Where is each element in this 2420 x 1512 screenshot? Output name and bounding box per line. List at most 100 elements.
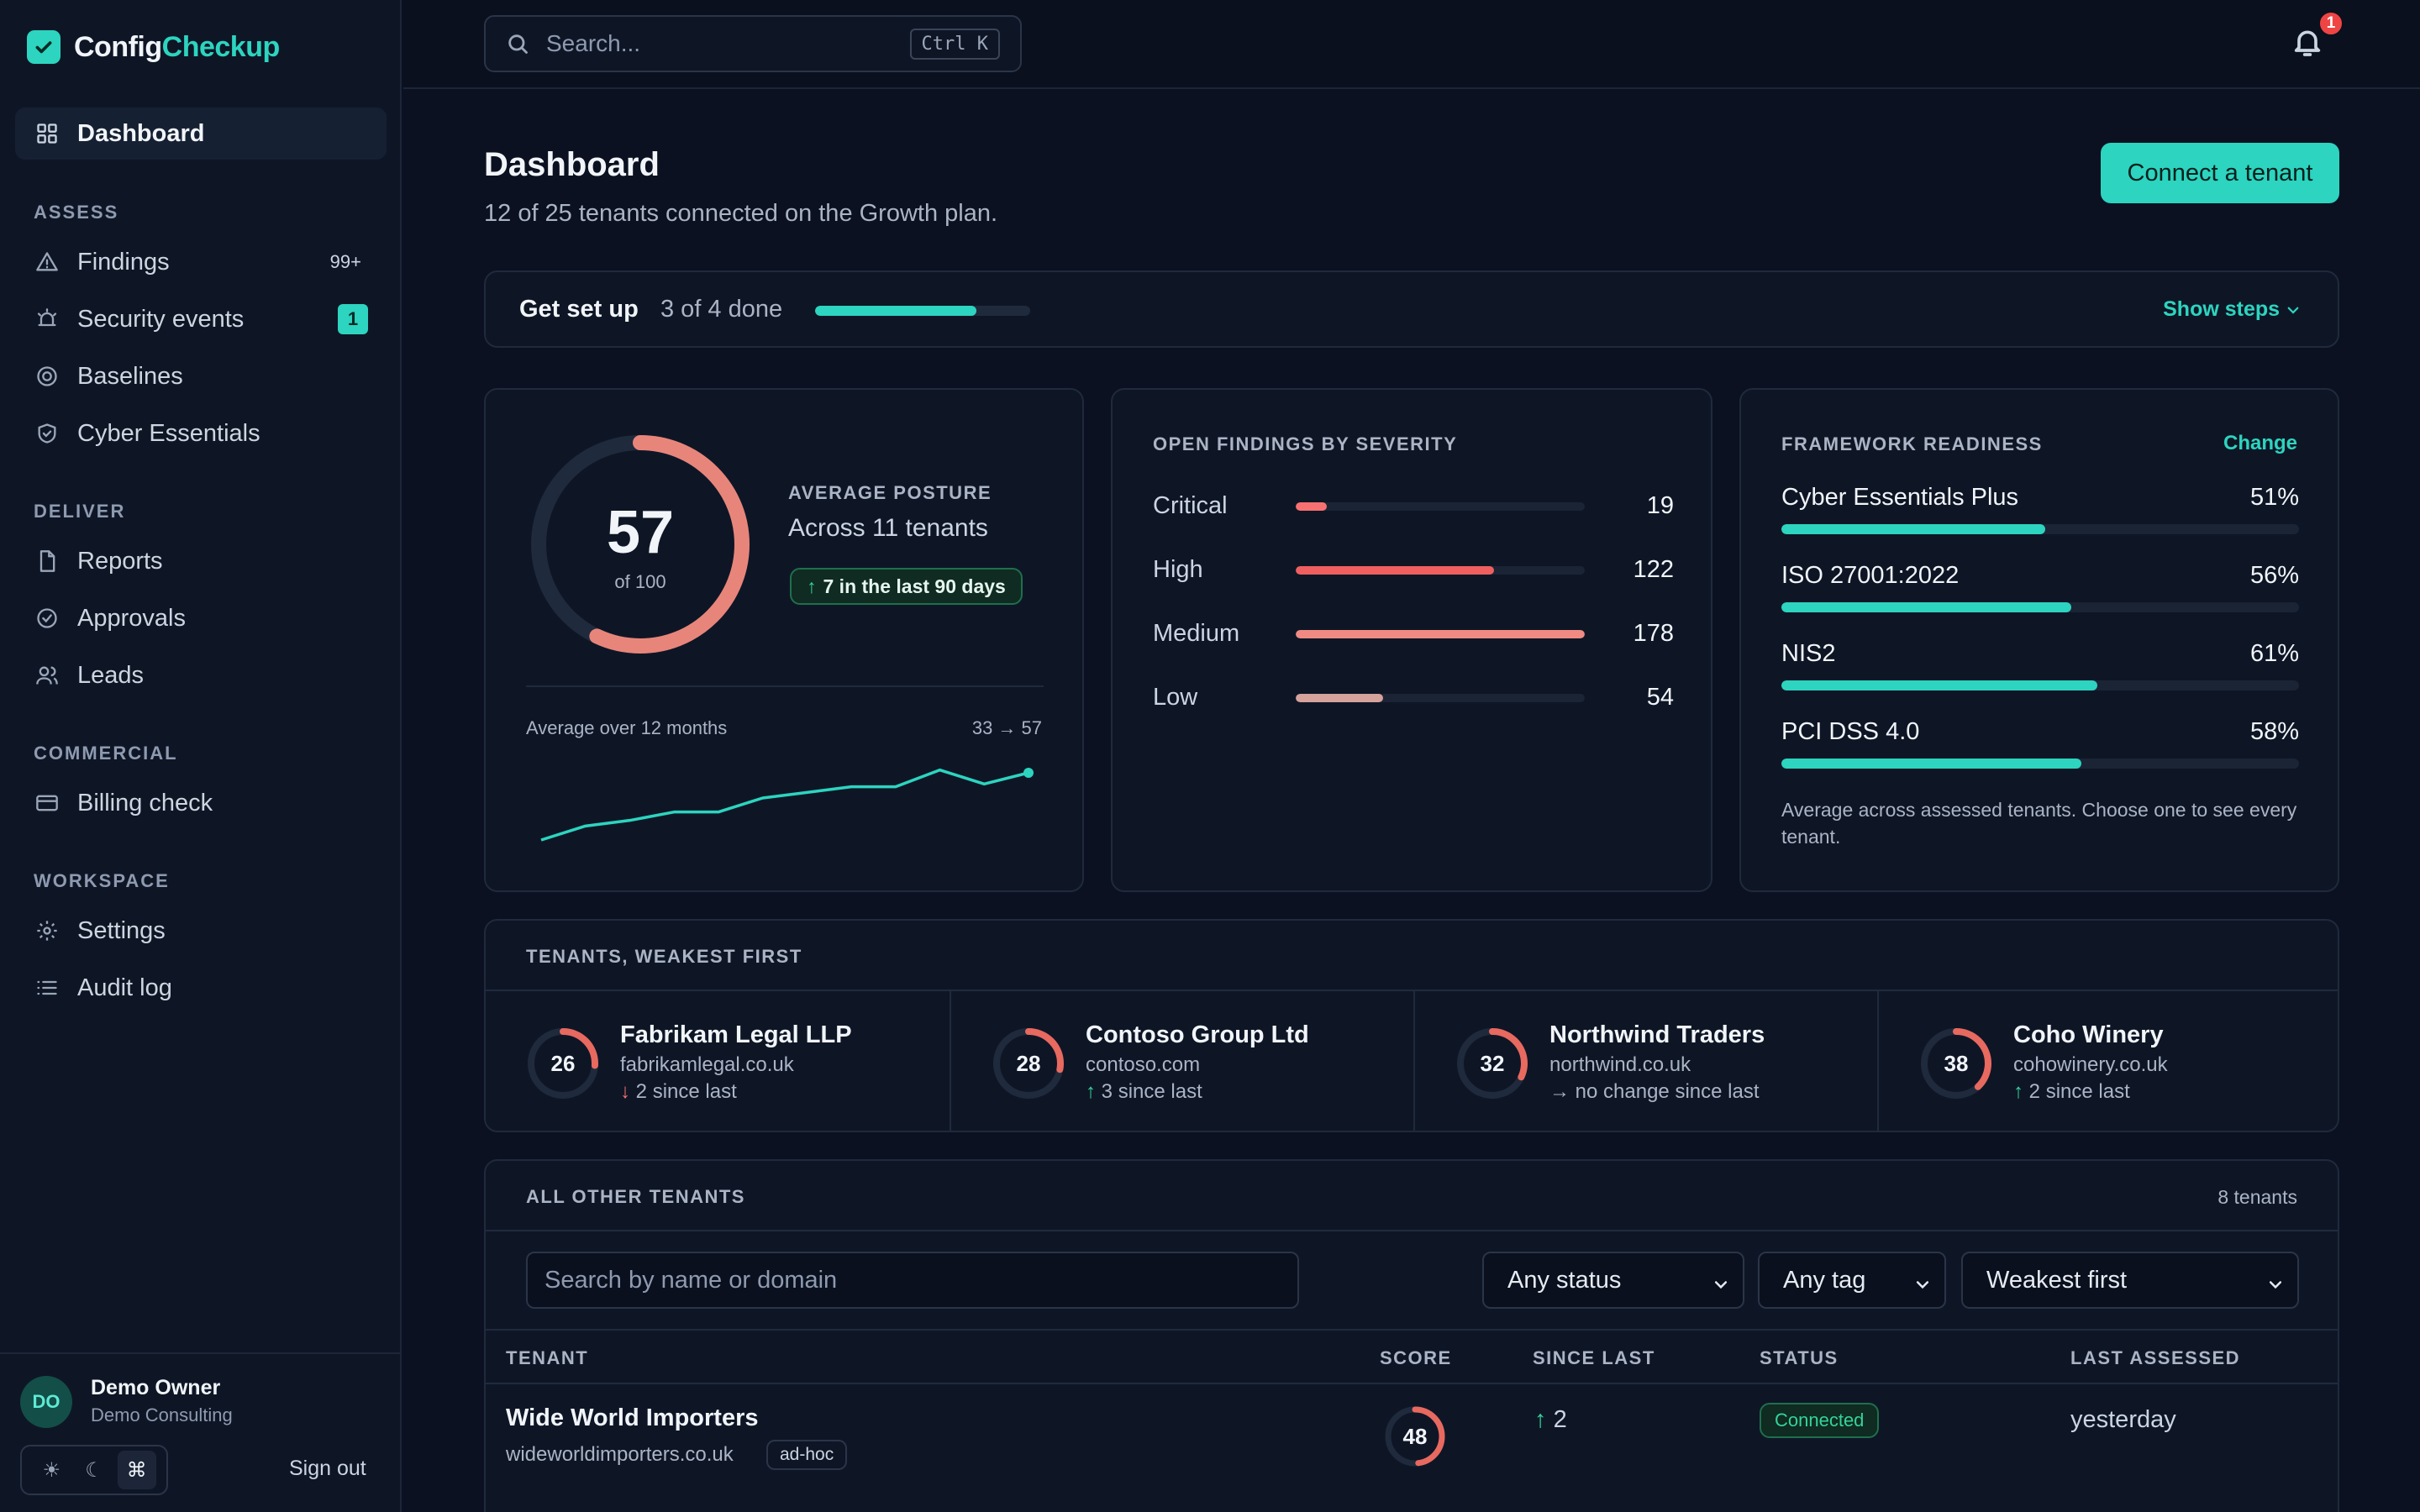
others-title: ALL OTHER TENANTS (526, 1186, 745, 1207)
divider (486, 1383, 2338, 1384)
column-header-last-assessed[interactable]: LAST ASSESSED (2070, 1347, 2241, 1368)
tenant-score: 48 (1403, 1424, 1428, 1449)
page-subtitle: 12 of 25 tenants connected on the Growth… (484, 200, 998, 227)
sidebar-item-label: Billing check (77, 789, 213, 816)
brand-logo[interactable]: ConfigCheckup (27, 30, 280, 64)
moon-icon[interactable]: ☾ (85, 1458, 103, 1482)
tenant-score: 38 (1944, 1051, 1969, 1076)
tenant-name[interactable]: Contoso Group Ltd (1086, 1021, 1309, 1048)
status-filter-value: Any status (1507, 1266, 1622, 1294)
sidebar-item-baselines[interactable]: Baselines (15, 350, 387, 402)
severity-row-low[interactable]: Low 54 (1153, 680, 1674, 714)
framework-bar (1781, 602, 2299, 612)
severity-name: Low (1153, 684, 1198, 711)
sidebar-item-audit-log[interactable]: Audit log (15, 962, 387, 1014)
posture-score: 57 (607, 499, 674, 566)
severity-name: Medium (1153, 620, 1240, 647)
avatar[interactable]: DO (20, 1376, 72, 1428)
sidebar-item-billing-check[interactable]: Billing check (15, 777, 387, 829)
tag-filter-select[interactable]: Any tag (1758, 1252, 1946, 1309)
security-events-badge: 1 (338, 304, 368, 334)
last-assessed: yesterday (2070, 1406, 2176, 1433)
sidebar-item-settings[interactable]: Settings (15, 905, 387, 957)
tenant-score: 28 (1017, 1051, 1041, 1076)
status-filter-select[interactable]: Any status (1482, 1252, 1744, 1309)
search-icon (508, 34, 528, 54)
check-logo-icon (27, 30, 60, 64)
change-framework-button[interactable]: Change (2223, 432, 2297, 454)
top-bar: Search... Ctrl K 1 (403, 0, 2420, 89)
setup-progress-card: Get set up 3 of 4 done Show steps (484, 270, 2339, 348)
user-name: Demo Owner (91, 1376, 221, 1399)
users-icon (34, 662, 60, 689)
notifications-button[interactable] (2291, 25, 2331, 66)
sidebar-item-leads[interactable]: Leads (15, 649, 387, 701)
posture-trend-sparkline (540, 768, 1034, 842)
sidebar-item-dashboard[interactable]: Dashboard (15, 108, 387, 160)
setup-progress-text: 3 of 4 done (660, 296, 783, 323)
framework-row[interactable]: NIS2 61% (1781, 640, 2299, 699)
tenant-name[interactable]: Northwind Traders (1549, 1021, 1765, 1048)
change-arrow-icon: ↑ (1086, 1080, 1096, 1103)
chevron-down-icon (2267, 1272, 2284, 1289)
column-header-status[interactable]: STATUS (1760, 1347, 1839, 1368)
weak-tenant-card[interactable]: 32 Northwind Traders northwind.co.uk → no c… (1413, 991, 1877, 1132)
sign-out-button[interactable]: Sign out (289, 1457, 366, 1480)
change-arrow-icon: → (1549, 1080, 1570, 1103)
sidebar-item-security-events[interactable]: Security events 1 (15, 293, 387, 345)
column-header-tenant[interactable]: TENANT (506, 1347, 589, 1368)
sun-icon[interactable]: ☀ (42, 1458, 61, 1482)
sidebar-item-cyber-essentials[interactable]: Cyber Essentials (15, 407, 387, 459)
tenant-search-input[interactable]: Search by name or domain (526, 1252, 1299, 1309)
tenant-domain: wideworldimporters.co.uk (506, 1443, 734, 1466)
tenant-name[interactable]: Coho Winery (2013, 1021, 2164, 1048)
document-icon (34, 548, 60, 575)
severity-row-medium[interactable]: Medium 178 (1153, 617, 1674, 650)
column-header-since-last[interactable]: SINCE LAST (1533, 1347, 1655, 1368)
divider (486, 990, 2338, 991)
status-badge: Connected (1760, 1403, 1880, 1438)
weak-tenant-card[interactable]: 38 Coho Winery cohowinery.co.uk ↑ 2 since l… (1877, 991, 2341, 1132)
framework-note: Average across assessed tenants. Choose … (1781, 799, 2297, 848)
weak-tenant-card[interactable]: 26 Fabrikam Legal LLP fabrikamlegal.co.uk ↓… (486, 991, 950, 1132)
weak-tenant-card[interactable]: 28 Contoso Group Ltd contoso.com ↑ 3 since … (950, 991, 1413, 1132)
tenant-score: 32 (1481, 1051, 1505, 1076)
sidebar-item-reports[interactable]: Reports (15, 535, 387, 587)
setup-progress-fill (815, 306, 976, 316)
show-steps-button[interactable]: Show steps (2163, 297, 2301, 322)
posture-score-ring: 57 of 100 (531, 435, 750, 654)
section-label-deliver: DELIVER (34, 501, 126, 522)
tenant-name[interactable]: Fabrikam Legal LLP (620, 1021, 852, 1048)
severity-row-high[interactable]: High 122 (1153, 553, 1674, 586)
framework-name: Cyber Essentials Plus (1781, 484, 2019, 511)
tenant-name[interactable]: Wide World Importers (506, 1404, 759, 1431)
framework-name: PCI DSS 4.0 (1781, 718, 1920, 745)
search-input[interactable]: Search... Ctrl K (484, 15, 1022, 72)
framework-row[interactable]: Cyber Essentials Plus 51% (1781, 484, 2299, 543)
connect-tenant-button[interactable]: Connect a tenant (2101, 143, 2339, 203)
framework-bar-fill (1781, 524, 2046, 534)
framework-row[interactable]: ISO 27001:2022 56% (1781, 562, 2299, 621)
sidebar-item-approvals[interactable]: Approvals (15, 592, 387, 644)
sort-select[interactable]: Weakest first (1961, 1252, 2299, 1309)
severity-count: 19 (1646, 492, 1674, 519)
posture-change-badge: ↑ 7 in the last 90 days (790, 568, 1023, 605)
framework-percent: 58% (2249, 718, 2299, 745)
sort-value: Weakest first (1986, 1266, 2128, 1294)
severity-count: 122 (1633, 556, 1674, 583)
severity-count: 178 (1633, 620, 1674, 647)
sidebar-item-label: Leads (77, 661, 145, 689)
sidebar-item-findings[interactable]: Findings 99+ (15, 236, 387, 288)
tenant-change: ↑ 3 since last (1086, 1080, 1202, 1104)
severity-row-critical[interactable]: Critical 19 (1153, 489, 1674, 522)
shield-check-icon (34, 420, 60, 447)
weakest-tenants-card: TENANTS, WEAKEST FIRST 26 Fabrikam Legal … (484, 919, 2339, 1132)
tenant-change-text: 2 since last (635, 1080, 737, 1103)
system-theme-icon[interactable]: ⌘ (117, 1451, 156, 1489)
tenant-count: 8 tenants (2217, 1186, 2297, 1208)
framework-row[interactable]: PCI DSS 4.0 58% (1781, 718, 2299, 777)
framework-name: ISO 27001:2022 (1781, 562, 1960, 589)
divider (486, 1230, 2338, 1231)
framework-bar-fill (1781, 759, 2082, 769)
column-header-score[interactable]: SCORE (1380, 1347, 1452, 1368)
